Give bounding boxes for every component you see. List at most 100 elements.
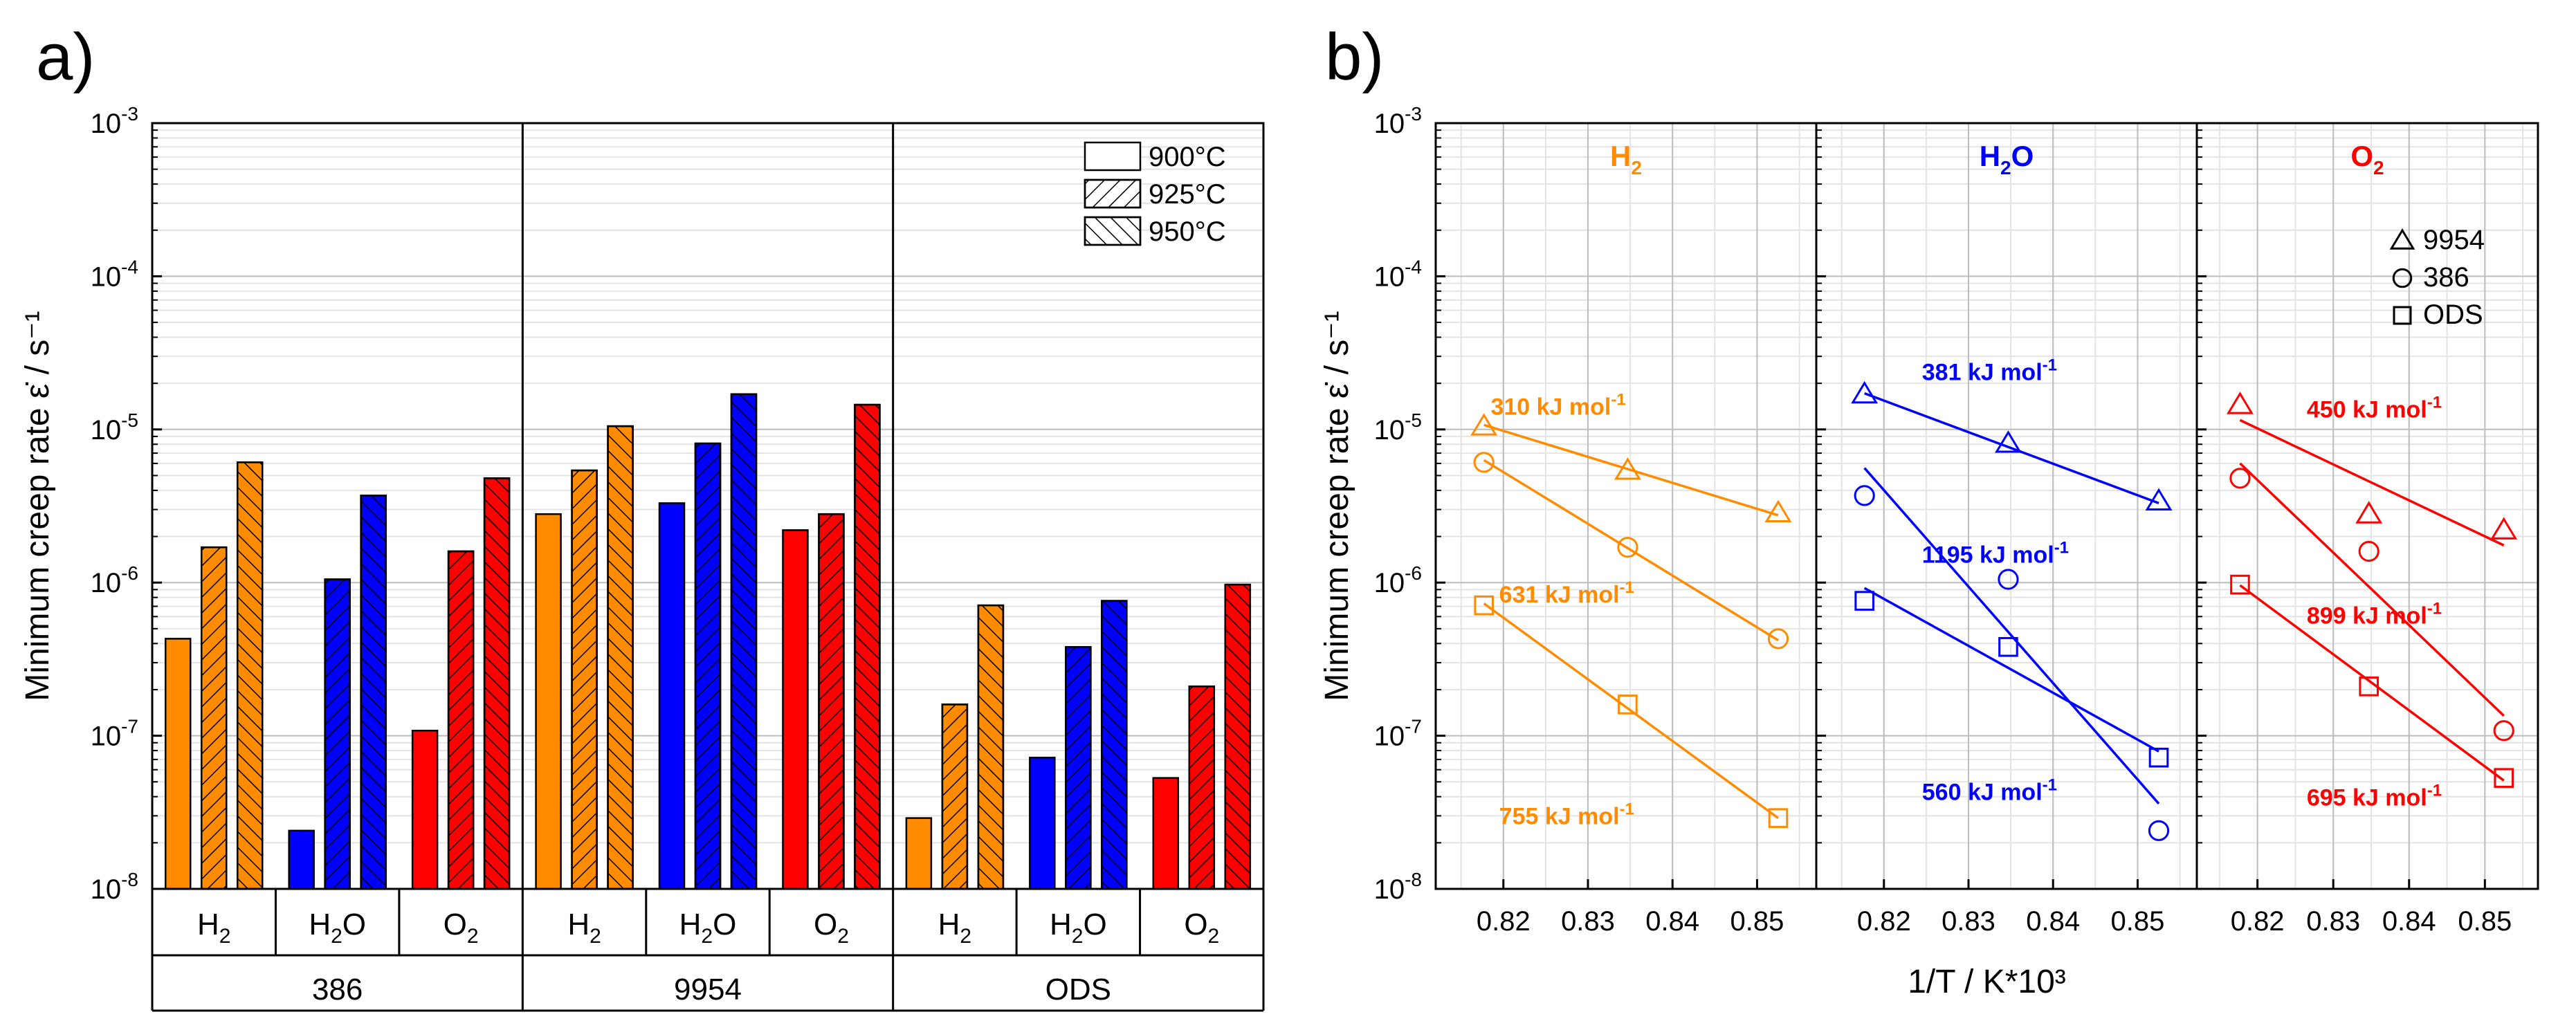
bar-hatch [977,604,1005,890]
marker-square [2148,747,2169,768]
bar [1152,777,1180,890]
panel-a-ytick-label: 10-7 [91,716,138,752]
panel-b-xtick-label: 0.84 [1645,906,1699,937]
marker-triangle [2226,392,2254,414]
marker-triangle [2389,228,2415,250]
fit-line [1483,459,1779,642]
panel-b-legend-label: 386 [2423,262,2469,293]
bar [411,729,439,890]
marker-circle [1854,485,1875,506]
marker-square [2494,768,2514,788]
subgroup-label: H2 [938,908,971,948]
panel-b-title: H2O [1980,140,2034,178]
bar [1029,756,1056,890]
bar-hatch [694,442,722,890]
marker-triangle [1851,380,1879,404]
subgroup-label: O2 [814,908,849,948]
bar-hatch [1065,645,1092,890]
marker-triangle [1764,499,1792,522]
fit-line [2239,418,2505,546]
panel-b0-ytick-label: 10-3 [1374,103,1422,139]
subgroup-label: H2O [309,908,366,948]
bar-hatch [941,703,969,890]
legend-swatch-hatch [1084,178,1142,209]
fit-line [1483,603,1780,820]
legend-swatch-hatch [1084,216,1142,246]
activation-energy-label: 381 kJ mol-1 [1922,356,2057,385]
marker-circle [2229,468,2251,489]
subgroup-label: H2O [679,908,737,948]
bar-hatch [607,425,634,890]
activation-energy-label: 450 kJ mol-1 [2307,393,2442,423]
bar-hatch [1188,686,1216,890]
legend-label: 900°C [1149,142,1226,172]
panel-b-xtick-label: 0.82 [2231,906,2285,937]
bar [905,817,933,890]
marker-square [1618,695,1638,715]
panel-b-legend-label: 9954 [2423,225,2485,255]
panel-b-xtick-label: 0.83 [1942,906,1995,937]
marker-square [2359,676,2379,697]
panel-a-ytick-label: 10-5 [91,410,138,445]
bar [288,829,315,890]
panel-b-xtick-label: 0.82 [1857,906,1911,937]
subgroup-label: H2O [1050,908,1107,948]
bar-hatch [324,578,351,890]
panel-a-ylabel: Minimum creep rate ε̇ / s⁻¹ [19,311,56,701]
panel-b0-ytick-label: 10-7 [1374,716,1422,752]
bar-hatch [818,513,845,890]
activation-energy-label: 310 kJ mol-1 [1490,390,1625,420]
activation-energy-label: 899 kJ mol-1 [2307,599,2442,629]
activation-energy-label: 695 kJ mol-1 [2307,782,2442,811]
panel-b-title: O2 [2350,140,2384,178]
fit-line [1863,587,2159,753]
marker-circle [2392,268,2413,288]
subgroup-label: O2 [444,908,479,948]
marker-circle [2148,820,2170,841]
bar [535,513,562,890]
subgroup-label: O2 [1184,908,1219,948]
marker-circle [2493,720,2514,742]
panel-a-ytick-label: 10-8 [91,869,138,905]
fit-line [2239,462,2505,717]
panel-b0-ytick-label: 10-4 [1374,256,1422,292]
bar [658,502,686,890]
bar-hatch [447,550,475,890]
panel-a-label: a) [36,20,95,94]
bar-hatch [571,469,598,890]
panel-a-ytick-label: 10-6 [91,562,138,598]
panel-b-xtick-label: 0.83 [2306,906,2360,937]
marker-circle [2358,540,2379,562]
fit-line [2239,584,2505,782]
panel-b-ylabel: Minimum creep rate ε̇ / s⁻¹ [1319,311,1355,701]
legend-label: 925°C [1149,179,1226,210]
panel-b-xtick-label: 0.84 [2026,906,2080,937]
panel-b-xtick-label: 0.83 [1561,906,1615,937]
panel-b-legend-label: ODS [2423,300,2483,330]
bar [164,638,192,890]
marker-circle [1617,537,1638,558]
bar-hatch [236,461,264,890]
panel-b-xtick-label: 0.82 [1477,906,1531,937]
marker-square [1998,636,2018,657]
panel-b-frame [1434,122,1818,890]
panel-b-label: b) [1325,20,1384,94]
marker-triangle [2355,501,2383,524]
bar-hatch [854,403,881,890]
bar [782,529,809,890]
marker-triangle [1994,430,2022,453]
panel-b-xtick-label: 0.84 [2382,906,2436,937]
subgroup-label: H2 [197,908,230,948]
panel-b-frame [1815,122,2198,890]
marker-square [1474,595,1494,616]
activation-energy-label: 755 kJ mol-1 [1499,800,1634,829]
bar-hatch [200,546,228,890]
bar-hatch [360,495,387,890]
panel-b0-ytick-label: 10-8 [1374,869,1422,905]
marker-square [1768,808,1789,828]
marker-triangle [1470,413,1498,436]
marker-square [2230,574,2250,595]
bar-hatch [730,393,758,890]
panel-b-xtick-label: 0.85 [2111,906,2165,937]
